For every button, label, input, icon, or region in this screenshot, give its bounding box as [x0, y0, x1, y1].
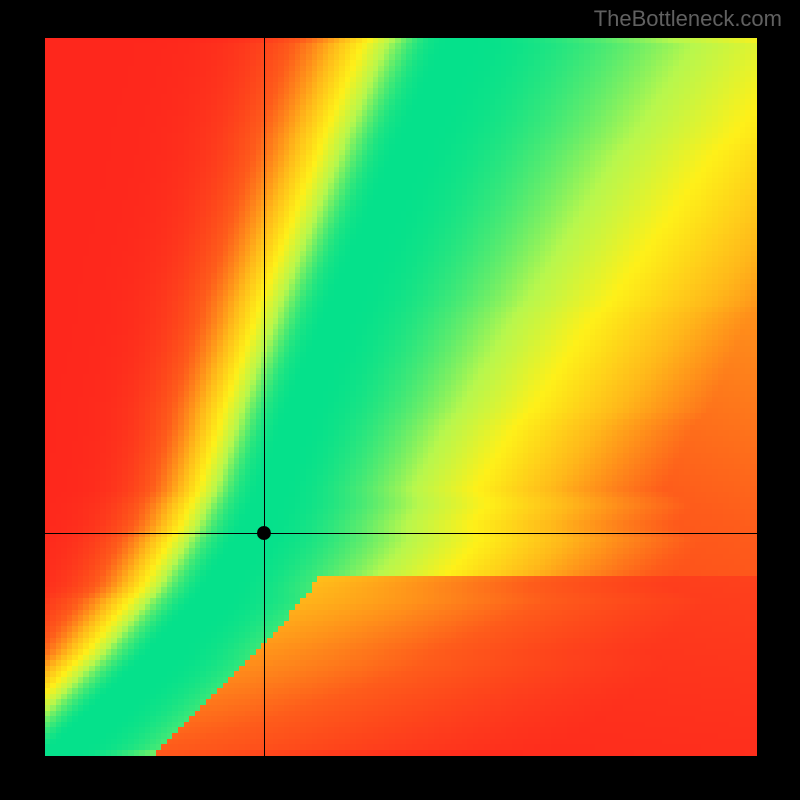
root-container: TheBottleneck.com — [0, 0, 800, 800]
heatmap-plot — [45, 38, 757, 756]
heatmap-canvas — [45, 38, 757, 756]
watermark-text: TheBottleneck.com — [594, 6, 782, 32]
